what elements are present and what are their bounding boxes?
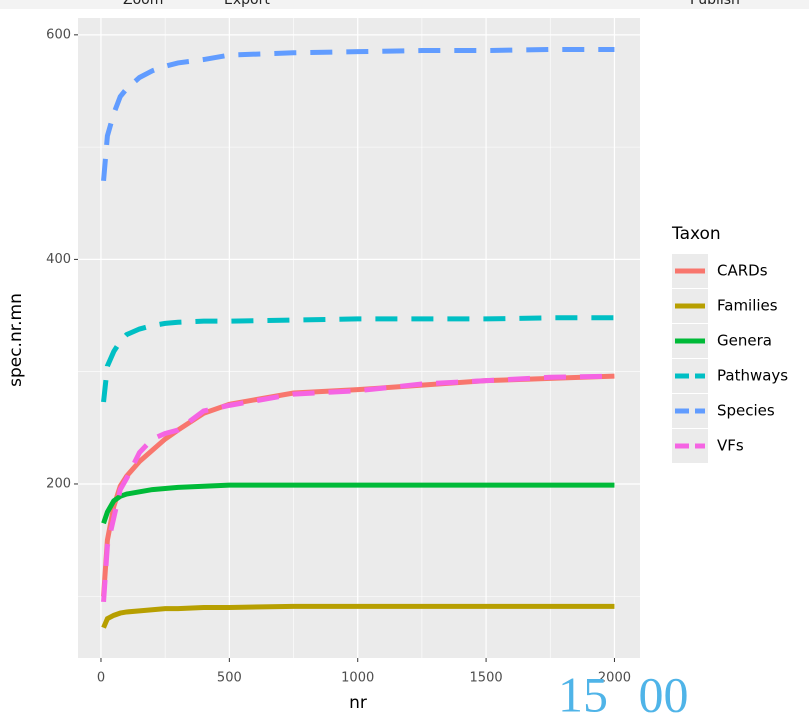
y-tick-label: 400 [46, 252, 71, 267]
panel [78, 18, 640, 658]
series-line [101, 315, 615, 403]
y-axis-title: spec.nr.mn [6, 293, 26, 387]
x-tick-label: 2000 [598, 671, 631, 686]
toolbar-button[interactable]: Zoom [123, 0, 163, 8]
y-tick-label: 200 [46, 476, 71, 491]
series-line [101, 482, 615, 525]
legend-label: Pathways [717, 367, 788, 385]
legend-label: Families [717, 297, 778, 315]
overlay-text: 15 00 [558, 666, 689, 719]
legend-label: VFs [717, 437, 744, 455]
legend-label: CARDs [717, 262, 768, 280]
toolbar-button[interactable]: Publish [690, 0, 740, 8]
legend-title: Taxon [671, 224, 721, 244]
x-tick-label: 1500 [470, 671, 503, 686]
series-line [101, 46, 615, 182]
x-tick-label: 1000 [341, 671, 374, 686]
x-axis-title: nr [349, 693, 367, 713]
toolbar [0, 0, 809, 9]
series-line [101, 373, 615, 603]
x-tick-label: 500 [217, 671, 242, 686]
y-tick-label: 600 [46, 27, 71, 42]
legend-label: Species [717, 402, 775, 420]
legend-label: Genera [717, 332, 772, 350]
toolbar-button[interactable]: Export [224, 0, 270, 8]
x-tick-label: 0 [97, 671, 105, 686]
series-line [101, 603, 615, 629]
